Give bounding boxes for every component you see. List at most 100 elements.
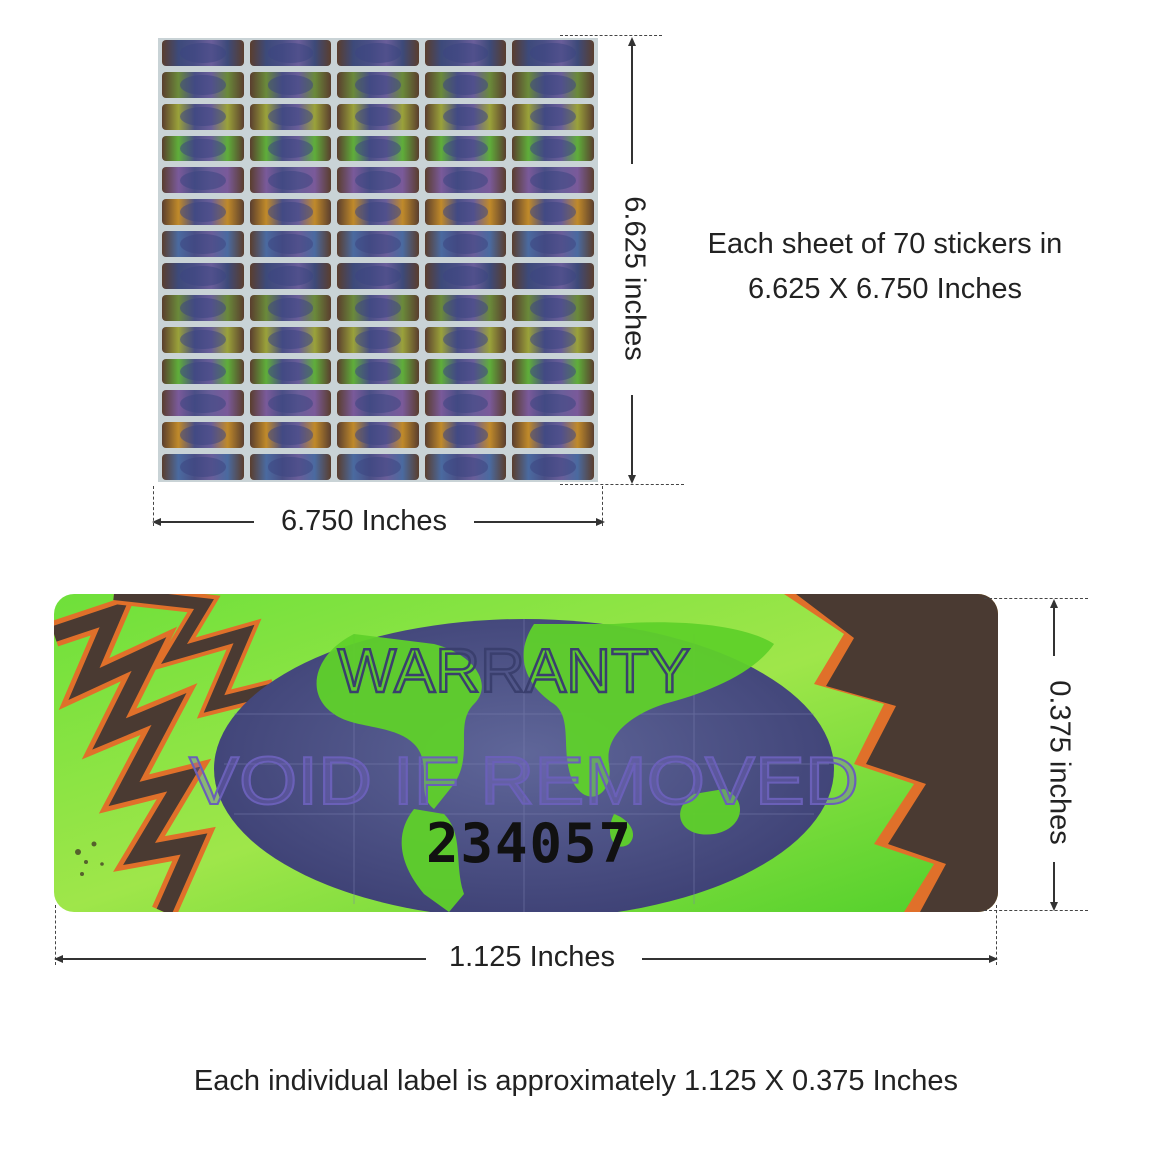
mini-sticker	[249, 454, 332, 480]
sheet-width-left-extension	[153, 486, 154, 526]
mini-sticker	[162, 454, 244, 480]
sheet-height-label: 6.625 inches	[618, 196, 651, 361]
sticker-sheet-image	[158, 38, 598, 482]
mini-sticker	[249, 294, 332, 321]
sheet-width-arrow-left	[152, 518, 161, 526]
mini-sticker	[337, 103, 419, 130]
mini-sticker	[249, 40, 332, 66]
mini-sticker	[337, 326, 419, 353]
label-width-arrow-right	[989, 955, 998, 963]
label-serial-number: 234057	[426, 812, 633, 875]
mini-sticker	[337, 71, 419, 98]
label-height-arrow-down	[1050, 902, 1058, 911]
mini-sticker	[162, 231, 244, 257]
mini-sticker	[249, 263, 332, 289]
mini-sticker	[424, 71, 507, 98]
mini-sticker	[512, 358, 594, 385]
mini-sticker	[512, 103, 594, 130]
mini-sticker	[337, 358, 419, 385]
mini-sticker	[162, 167, 244, 194]
mini-sticker	[512, 231, 594, 257]
mini-sticker	[424, 390, 507, 417]
mini-sticker	[512, 71, 594, 98]
mini-sticker	[337, 294, 419, 321]
label-width-line-right	[642, 958, 992, 960]
label-width-arrow-left	[54, 955, 63, 963]
mini-sticker	[424, 422, 507, 449]
mini-sticker	[512, 326, 594, 353]
mini-sticker	[249, 326, 332, 353]
mini-sticker	[424, 263, 507, 289]
mini-sticker	[337, 135, 419, 162]
mini-sticker	[512, 454, 594, 480]
mini-sticker	[512, 199, 594, 226]
mini-sticker	[162, 263, 244, 289]
mini-sticker	[249, 358, 332, 385]
mini-sticker	[162, 422, 244, 449]
mini-sticker	[337, 167, 419, 194]
mini-sticker	[337, 454, 419, 480]
mini-sticker	[424, 454, 507, 480]
sheet-height-top-extension	[560, 35, 662, 36]
mini-sticker	[162, 71, 244, 98]
label-height-text: 0.375 inches	[1043, 680, 1076, 845]
mini-sticker	[512, 390, 594, 417]
label-width-left-extension	[55, 905, 56, 965]
mini-sticker	[424, 135, 507, 162]
mini-sticker	[512, 40, 594, 66]
label-width-right-extension	[996, 905, 997, 965]
label-height-bottom-extension	[984, 910, 1088, 911]
mini-sticker	[162, 326, 244, 353]
hologram-label-image: WARRANTY VOID IF REMOVED 234057	[54, 594, 998, 912]
mini-sticker	[424, 103, 507, 130]
mini-sticker	[162, 390, 244, 417]
sheet-width-label: 6.750 Inches	[280, 505, 448, 537]
mini-sticker	[337, 199, 419, 226]
mini-sticker	[424, 167, 507, 194]
mini-sticker	[162, 199, 244, 226]
mini-sticker	[249, 71, 332, 98]
label-void-text: VOID IF REMOVED	[189, 743, 859, 819]
mini-sticker	[249, 103, 332, 130]
mini-sticker	[249, 390, 332, 417]
mini-sticker	[162, 135, 244, 162]
mini-sticker	[337, 422, 419, 449]
mini-sticker	[512, 422, 594, 449]
mini-sticker	[249, 135, 332, 162]
mini-sticker	[249, 422, 332, 449]
sheet-height-arrow-down	[628, 475, 636, 484]
mini-sticker	[337, 390, 419, 417]
mini-sticker	[249, 167, 332, 194]
mini-sticker	[162, 40, 244, 66]
label-height-line-bottom	[1053, 862, 1055, 904]
sheet-caption-line2: 6.625 X 6.750 Inches	[747, 273, 1023, 305]
sheet-caption-line1: Each sheet of 70 stickers in	[707, 228, 1063, 260]
label-height-arrow-up	[1050, 599, 1058, 608]
mini-sticker	[337, 40, 419, 66]
mini-sticker	[512, 167, 594, 194]
mini-sticker	[162, 103, 244, 130]
mini-sticker	[249, 199, 332, 226]
sheet-width-right-extension	[602, 486, 603, 526]
label-width-line-left	[60, 958, 426, 960]
mini-sticker	[424, 326, 507, 353]
label-height-top-extension	[984, 598, 1088, 599]
mini-sticker	[512, 294, 594, 321]
sheet-width-line-right	[474, 521, 598, 523]
sheet-width-arrow-right	[596, 518, 605, 526]
mini-sticker	[512, 263, 594, 289]
sheet-width-line-left	[158, 521, 254, 523]
sheet-height-line-bottom	[631, 395, 633, 478]
mini-sticker	[424, 231, 507, 257]
sheet-height-arrow-up	[628, 37, 636, 46]
mini-sticker	[337, 263, 419, 289]
label-height-line-top	[1053, 606, 1055, 656]
mini-sticker	[162, 358, 244, 385]
label-warranty-text: WARRANTY	[338, 637, 690, 706]
mini-sticker	[424, 199, 507, 226]
mini-sticker	[424, 294, 507, 321]
mini-sticker	[162, 294, 244, 321]
footer-caption: Each individual label is approximately 1…	[193, 1065, 959, 1097]
sheet-height-line-top	[631, 44, 633, 164]
label-width-text: 1.125 Inches	[448, 941, 616, 973]
